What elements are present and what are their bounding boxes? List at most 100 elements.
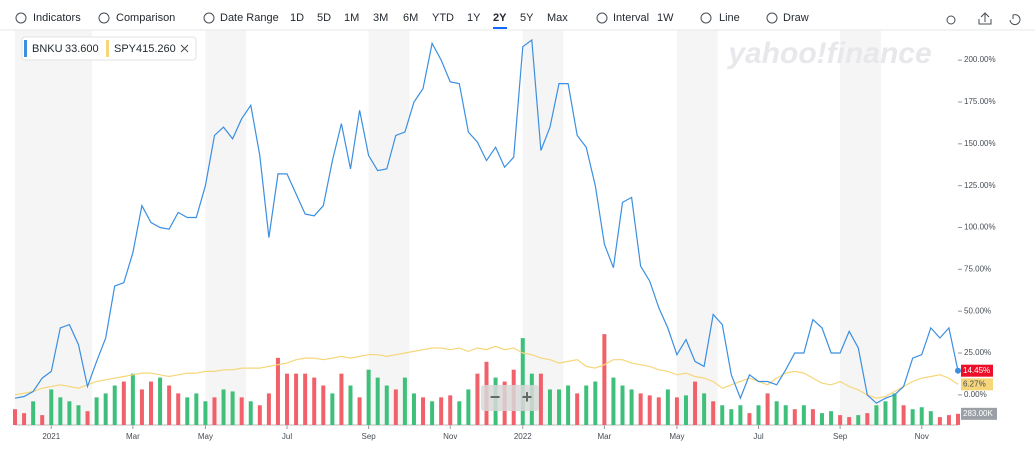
y-tick-label: 150.00% [964, 139, 996, 148]
volume-bar [121, 381, 126, 425]
volume-bar [475, 373, 480, 425]
month-stripe [368, 30, 410, 425]
volume-bar [40, 415, 45, 425]
x-tick-label: May [669, 432, 684, 441]
volume-bar [357, 397, 362, 425]
toolbar-item[interactable]: 6M [403, 12, 418, 24]
volume-bar [294, 373, 299, 425]
volume-bar [593, 381, 598, 425]
toolbar-icon [700, 12, 712, 24]
zoom-in[interactable]: + [522, 387, 533, 407]
volume-bar [139, 389, 144, 425]
legend-swatch [24, 40, 27, 57]
volume-bar [819, 413, 824, 425]
toolbar-item[interactable]: Date Range [220, 12, 279, 24]
volume-bar [910, 409, 915, 425]
volume-bar [538, 373, 543, 425]
x-tick-label: Nov [915, 432, 929, 441]
toolbar-item[interactable]: Line [719, 12, 740, 24]
volume-bar [810, 409, 815, 425]
volume-bar [847, 417, 852, 425]
volume-bar [919, 407, 924, 425]
volume-bar [883, 401, 888, 425]
x-tick-label: 2022 [514, 432, 532, 441]
volume-bar [239, 397, 244, 425]
legend-close[interactable] [180, 44, 189, 53]
volume-bar [430, 401, 435, 425]
volume-tag [961, 407, 997, 420]
y-tick-label: 0.00% [964, 390, 987, 399]
toolbar-item[interactable]: 1D [290, 12, 304, 24]
volume-bar [375, 377, 380, 425]
end-label: 14.45% [963, 366, 990, 375]
toolbar: Indicators Comparison Date Range 1D 5D 1M 3M 6M… [15, 12, 809, 29]
volume-label: 283.00K [963, 409, 993, 418]
volume-bar [130, 373, 135, 425]
volume-bar [611, 377, 616, 425]
legend-swatch [106, 40, 109, 57]
volume-bar [520, 338, 525, 425]
toolbar-item[interactable]: 5D [317, 12, 331, 24]
toolbar-item[interactable]: Interval [613, 12, 649, 24]
volume-bar [167, 385, 172, 425]
volume-bar [103, 393, 108, 425]
y-tick-label: 75.00% [964, 264, 991, 273]
volume-bar [566, 385, 571, 425]
volume [13, 334, 960, 425]
settings-icon[interactable] [946, 15, 956, 25]
volume-bar [457, 401, 462, 425]
volume-bar [448, 395, 453, 425]
volume-bar [49, 389, 54, 425]
volume-bar [693, 381, 698, 425]
month-stripe [15, 30, 52, 425]
volume-bar [665, 389, 670, 425]
toolbar-item[interactable]: 5Y [520, 12, 534, 24]
volume-bar [783, 405, 788, 425]
volume-bar [584, 385, 589, 425]
volume-bar [158, 377, 163, 425]
volume-bar [720, 405, 725, 425]
toolbar-item[interactable]: 1M [344, 12, 359, 24]
volume-bar [928, 411, 933, 425]
series-line [14, 38, 959, 404]
volume-bar [221, 389, 226, 425]
toolbar-item[interactable]: Draw [783, 12, 809, 24]
end-label: 6.27% [963, 379, 986, 388]
legend: BNKU 33.600 SPY 415.260 [21, 36, 197, 61]
volume-bar [212, 397, 217, 425]
volume-bar [112, 385, 117, 425]
share-icon[interactable] [978, 12, 992, 25]
volume-bar [629, 389, 634, 425]
volume-bar [348, 385, 353, 425]
toolbar-item[interactable]: 1Y [467, 12, 481, 24]
volume-bar [321, 385, 326, 425]
legend-name[interactable]: SPY [114, 43, 137, 55]
toolbar-item[interactable]: Comparison [116, 12, 175, 24]
volume-bar [411, 393, 416, 425]
toolbar-item[interactable]: 1W [657, 12, 674, 24]
volume-bar [874, 405, 879, 425]
volume-bar [330, 393, 335, 425]
toolbar-item[interactable]: 2Y [493, 12, 507, 24]
y-tick-label: 200.00% [964, 55, 996, 64]
volume-bar [829, 411, 834, 425]
legend-name[interactable]: BNKU [32, 43, 63, 55]
volume-bar [149, 381, 154, 425]
x-tick-label: 2021 [42, 432, 60, 441]
volume-bar [738, 405, 743, 425]
toolbar-item[interactable]: YTD [432, 12, 454, 24]
volume-bar [702, 393, 707, 425]
zoom-out[interactable]: − [490, 387, 501, 407]
volume-bar [683, 395, 688, 425]
toolbar-item[interactable]: Indicators [33, 12, 81, 24]
toolbar-item[interactable]: 3M [373, 12, 388, 24]
reset-icon[interactable] [1009, 14, 1021, 26]
volume-bar [203, 401, 208, 425]
volume-bar [303, 373, 308, 425]
toolbar-item[interactable]: Max [547, 12, 568, 24]
volume-bar [946, 415, 951, 425]
volume-bar [747, 413, 752, 425]
volume-bar [94, 397, 99, 425]
x-tick-label: May [198, 432, 213, 441]
